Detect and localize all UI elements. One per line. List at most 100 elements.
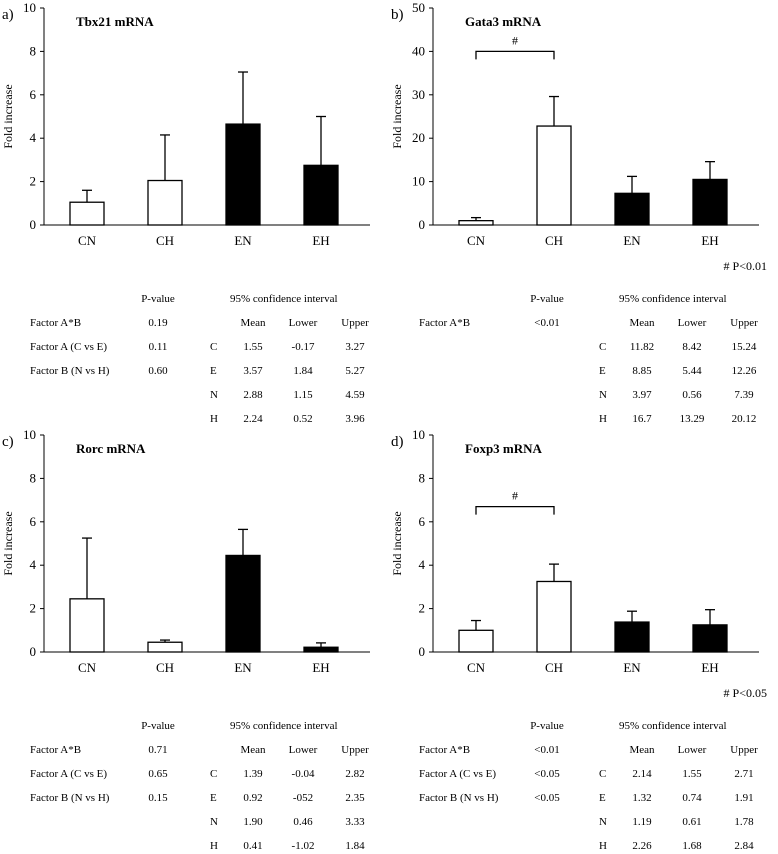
panel-label: b) [391, 7, 404, 23]
factor-name: Factor A (C vs E) [30, 341, 107, 353]
significance-bracket [475, 50, 555, 60]
ci-row-label: N [210, 816, 218, 828]
chart-title: Tbx21 mRNA [76, 14, 154, 29]
ci-row-label: N [210, 389, 218, 401]
ci-lower: -0.04 [291, 768, 315, 780]
ci-mean: 1.39 [243, 768, 263, 780]
ci-header: 95% confidence interval [230, 293, 338, 305]
x-tick-label: CH [545, 660, 563, 675]
x-tick-label: EN [623, 660, 641, 675]
ci-upper: 4.59 [345, 389, 365, 401]
y-tick-label: 20 [412, 130, 425, 145]
col-header-lower: Lower [288, 744, 318, 756]
factor-name: Factor A*B [30, 317, 82, 329]
ci-upper: 1.78 [734, 816, 754, 828]
ci-lower: 0.46 [293, 816, 313, 828]
significance-marker: # [512, 33, 518, 47]
ci-lower: -1.02 [291, 840, 315, 852]
factor-pvalue: 0.11 [148, 341, 168, 353]
y-tick-label: 6 [419, 514, 426, 529]
y-tick-label: 10 [23, 427, 36, 442]
pvalue-header: P-value [141, 293, 175, 305]
y-tick-label: 4 [419, 557, 426, 572]
x-tick-label: EH [312, 233, 329, 248]
stats-table: P-value 95% confidence interval Factor A*B… [389, 290, 778, 427]
ci-lower: 1.15 [293, 389, 313, 401]
y-tick-label: 8 [30, 43, 37, 58]
ci-mean: 11.82 [629, 341, 655, 353]
pvalue-header: P-value [141, 720, 175, 732]
ci-row-label: H [210, 840, 218, 852]
ci-row-label: E [599, 365, 606, 377]
ci-lower: 1.55 [682, 768, 702, 780]
y-tick-label: 50 [412, 0, 425, 15]
y-tick-label: 8 [30, 470, 37, 485]
x-tick-label: EN [234, 233, 252, 248]
y-tick-label: 0 [30, 217, 37, 232]
ci-mean: 2.26 [632, 840, 652, 852]
ci-mean: 1.90 [243, 816, 263, 828]
ci-row-label: C [599, 768, 607, 780]
ci-mean: 1.32 [632, 792, 652, 804]
factor-pvalue: <0.01 [534, 744, 560, 756]
y-tick-label: 0 [419, 217, 426, 232]
ci-row-label: E [210, 365, 217, 377]
panel-a: a) Tbx21 mRNA Fold increase 0 2 4 6 8 10 CN CH EN EH… [0, 0, 389, 427]
ci-header: 95% confidence interval [619, 720, 727, 732]
factor-pvalue: 0.19 [148, 317, 168, 329]
bar-eh [692, 178, 728, 226]
ci-upper: 15.24 [731, 341, 757, 353]
x-tick-label: CN [78, 660, 97, 675]
bar-ch [147, 641, 183, 653]
stats-table: P-value 95% confidence interval Factor A*B… [389, 717, 778, 854]
panel-c: c) Rorc mRNA Fold increase 0 2 4 6 8 10 CN CH EN EH P… [0, 427, 389, 854]
factor-pvalue: <0.05 [534, 768, 560, 780]
factor-name: Factor B (N vs H) [30, 792, 110, 804]
factor-pvalue: 0.60 [148, 365, 168, 377]
x-tick-label: CN [78, 233, 97, 248]
chart-title: Gata3 mRNA [465, 14, 542, 29]
factor-name: Factor A*B [419, 744, 471, 756]
factor-name: Factor A*B [419, 317, 471, 329]
pvalue-header: P-value [530, 293, 564, 305]
ci-lower: 13.29 [679, 413, 705, 425]
significance-footnote: # P<0.05 [724, 686, 767, 700]
pvalue-header: P-value [530, 720, 564, 732]
bar-cn [458, 220, 494, 226]
col-header-upper: Upper [341, 317, 369, 329]
ci-upper: 2.84 [734, 840, 754, 852]
chart-title: Foxp3 mRNA [465, 441, 543, 456]
factor-pvalue: 0.71 [148, 744, 168, 756]
significance-marker: # [512, 489, 518, 503]
col-header-lower: Lower [288, 317, 318, 329]
chart-svg: c) Rorc mRNA Fold increase 0 2 4 6 8 10 CN CH EN EH [1, 427, 370, 675]
ci-header: 95% confidence interval [619, 293, 727, 305]
factor-name: Factor A (C vs E) [30, 768, 107, 780]
y-tick-label: 4 [30, 130, 37, 145]
stats-table: P-value 95% confidence interval Factor A*B… [0, 290, 389, 427]
bar-en [225, 123, 261, 226]
ci-mean: 2.14 [632, 768, 652, 780]
col-header-mean: Mean [629, 744, 655, 756]
ci-mean: 16.7 [632, 413, 652, 425]
panel-label: c) [2, 434, 14, 450]
col-header-upper: Upper [730, 317, 758, 329]
ci-row-label: N [599, 389, 607, 401]
col-header-lower: Lower [677, 744, 707, 756]
ci-lower: -052 [292, 792, 314, 804]
x-tick-label: CH [156, 660, 174, 675]
x-tick-label: CH [545, 233, 563, 248]
col-header-mean: Mean [240, 317, 266, 329]
x-tick-label: EH [701, 660, 718, 675]
ci-row-label: H [599, 840, 607, 852]
ci-mean: 3.57 [243, 365, 263, 377]
ci-lower: 5.44 [682, 365, 702, 377]
ci-header: 95% confidence interval [230, 720, 338, 732]
bar-en [614, 621, 650, 653]
x-tick-label: EH [701, 233, 718, 248]
y-axis-label: Fold increase [1, 511, 15, 575]
ci-lower: 0.56 [682, 389, 702, 401]
col-header-upper: Upper [341, 744, 369, 756]
y-tick-label: 2 [30, 174, 37, 189]
col-header-upper: Upper [730, 744, 758, 756]
